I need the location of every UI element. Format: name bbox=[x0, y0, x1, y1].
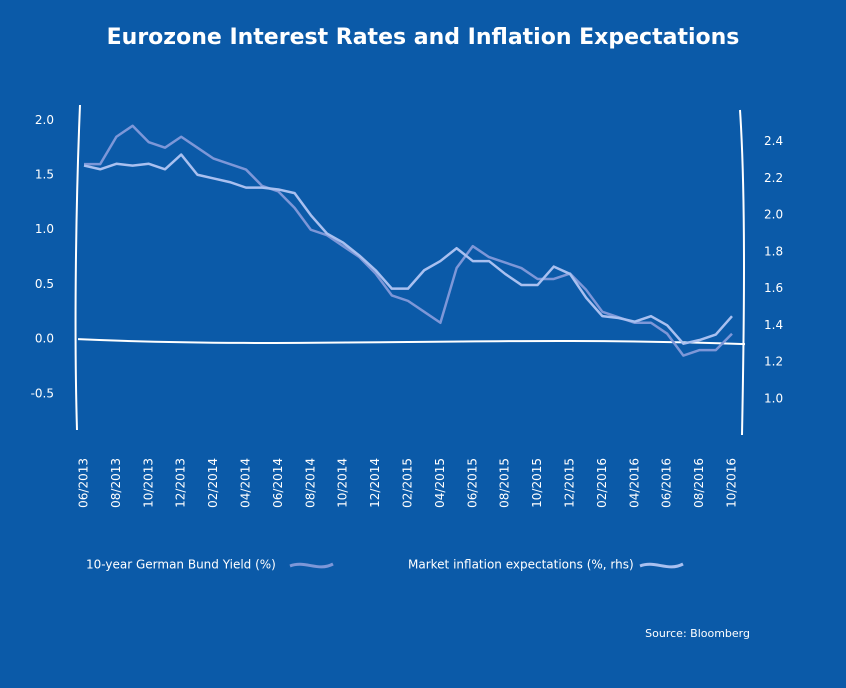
y2-tick-label: 1.4 bbox=[764, 318, 783, 332]
y2-tick-label: 1.0 bbox=[764, 391, 783, 405]
y2-tick-label: 1.2 bbox=[764, 355, 783, 369]
x-tick-label: 02/2015 bbox=[401, 458, 415, 508]
x-tick-label: 08/2016 bbox=[692, 458, 706, 508]
legend-label: Market inflation expectations (%, rhs) bbox=[408, 558, 634, 572]
x-tick-label: 08/2013 bbox=[109, 458, 123, 508]
source-note: Source: Bloomberg bbox=[645, 627, 750, 640]
y-tick-label: 1.0 bbox=[35, 222, 54, 236]
y-tick-label: 1.5 bbox=[35, 168, 54, 182]
x-tick-label: 02/2014 bbox=[206, 458, 220, 508]
series-line bbox=[83, 153, 733, 345]
y-tick-label: 2.0 bbox=[35, 113, 54, 127]
left-axis bbox=[74, 104, 81, 431]
legend-label: 10-year German Bund Yield (%) bbox=[86, 558, 276, 572]
x-tick-label: 12/2013 bbox=[174, 458, 188, 508]
x-tick-label: 06/2015 bbox=[465, 458, 479, 508]
chart-title: Eurozone Interest Rates and Inflation Ex… bbox=[107, 25, 740, 50]
x-tick-label: 06/2016 bbox=[660, 458, 674, 508]
y2-tick-label: 2.2 bbox=[764, 171, 783, 185]
x-tick-label: 12/2014 bbox=[368, 458, 382, 508]
y2-tick-label: 1.6 bbox=[764, 281, 783, 295]
legend-swatch bbox=[289, 562, 334, 569]
right-axis bbox=[739, 109, 745, 436]
x-tick-label: 10/2014 bbox=[336, 458, 350, 508]
x-tick-label: 10/2015 bbox=[530, 458, 544, 508]
x-tick-label: 06/2014 bbox=[271, 458, 285, 508]
x-tick-label: 04/2014 bbox=[239, 458, 253, 508]
zero-line bbox=[77, 338, 746, 346]
y2-tick-label: 2.4 bbox=[764, 134, 783, 148]
x-tick-label: 08/2014 bbox=[303, 458, 317, 508]
y-tick-label: 0.0 bbox=[35, 332, 54, 346]
y-tick-label: 0.5 bbox=[35, 277, 54, 291]
legend-swatch bbox=[639, 562, 684, 569]
x-tick-label: 04/2015 bbox=[433, 458, 447, 508]
x-tick-label: 10/2016 bbox=[725, 458, 739, 508]
y2-tick-label: 1.8 bbox=[764, 244, 783, 258]
y-tick-label: -0.5 bbox=[31, 386, 54, 400]
x-tick-label: 12/2015 bbox=[563, 458, 577, 508]
x-tick-label: 06/2013 bbox=[77, 458, 91, 508]
x-tick-label: 10/2013 bbox=[141, 458, 155, 508]
x-tick-label: 04/2016 bbox=[627, 458, 641, 508]
y2-tick-label: 2.0 bbox=[764, 208, 783, 222]
x-tick-label: 08/2015 bbox=[498, 458, 512, 508]
x-tick-label: 02/2016 bbox=[595, 458, 609, 508]
